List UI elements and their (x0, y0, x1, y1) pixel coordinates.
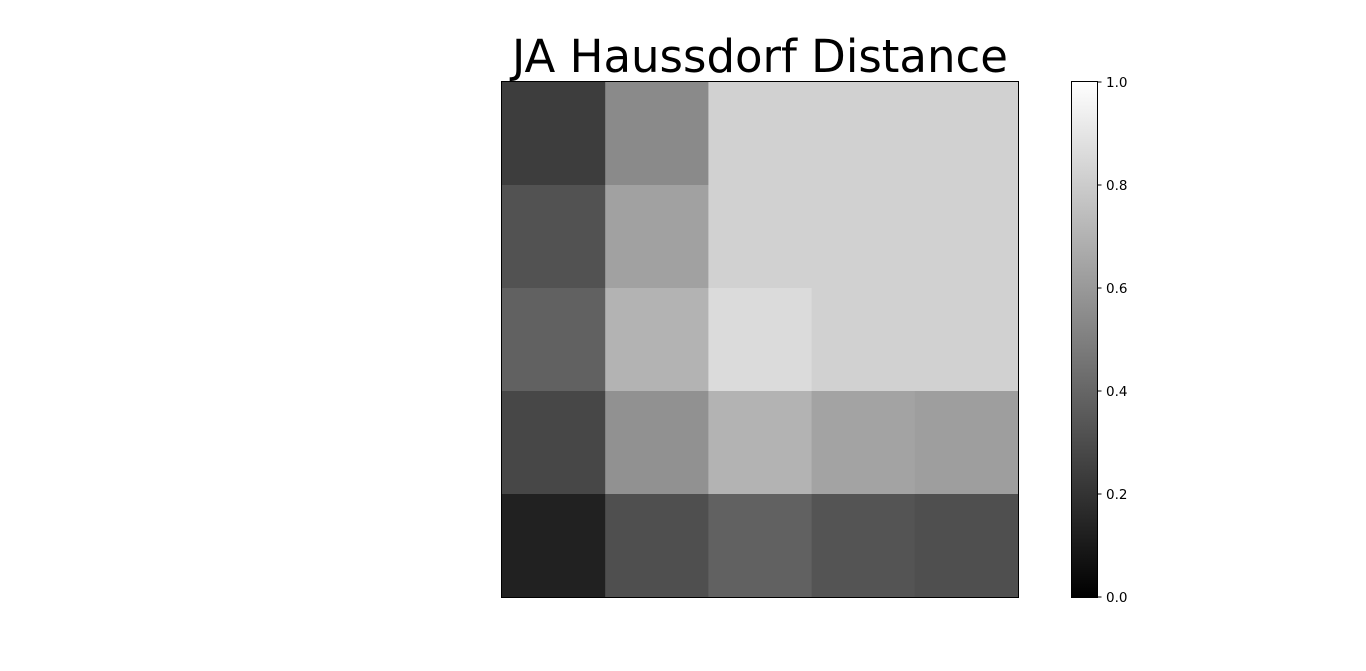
heatmap-cell-r4-c3 (811, 494, 916, 598)
heatmap-cell-r4-c4 (914, 494, 1019, 598)
heatmap-cell-r1-c2 (708, 185, 813, 289)
colorbar (1071, 81, 1098, 598)
colorbar-tick-label: 0.8 (1106, 178, 1127, 194)
heatmap-frame (501, 81, 1019, 598)
heatmap-cell-r0-c3 (811, 82, 916, 186)
colorbar-tick-label: 0.4 (1106, 384, 1127, 400)
heatmap-cell-r0-c1 (605, 82, 709, 186)
chart-title: JA Haussdorf Distance (509, 30, 1008, 83)
heatmap-cell-r0-c0 (502, 82, 606, 186)
colorbar-tick-label: 0.6 (1106, 281, 1127, 297)
heatmap-grid (502, 82, 1019, 598)
heatmap-cell-r1-c3 (811, 185, 916, 289)
heatmap-cell-r0-c4 (914, 82, 1019, 186)
heatmap-cell-r2-c3 (811, 288, 916, 392)
heatmap-cell-r4-c0 (502, 494, 606, 598)
heatmap-cell-r1-c1 (605, 185, 709, 289)
heatmap-cell-r3-c2 (708, 391, 813, 495)
colorbar-tick-label: 0.0 (1106, 590, 1127, 606)
heatmap-cell-r1-c0 (502, 185, 606, 289)
heatmap-cell-r4-c2 (708, 494, 813, 598)
heatmap-cell-r2-c2 (708, 288, 813, 392)
colorbar-tick-label: 0.2 (1106, 487, 1127, 503)
heatmap-cell-r3-c0 (502, 391, 606, 495)
heatmap-cell-r3-c4 (914, 391, 1019, 495)
heatmap-cell-r2-c4 (914, 288, 1019, 392)
heatmap-cell-r2-c0 (502, 288, 606, 392)
heatmap-cell-r0-c2 (708, 82, 813, 186)
colorbar-tick-label: 1.0 (1106, 75, 1127, 91)
heatmap-cell-r3-c1 (605, 391, 709, 495)
heatmap-cell-r3-c3 (811, 391, 916, 495)
colorbar-axis: 0.0 0.2 0.4 0.6 0.8 1.0 (1097, 75, 1127, 606)
heatmap-cell-r2-c1 (605, 288, 709, 392)
heatmap-cell-r4-c1 (605, 494, 709, 598)
heatmap-cell-r1-c4 (914, 185, 1019, 289)
